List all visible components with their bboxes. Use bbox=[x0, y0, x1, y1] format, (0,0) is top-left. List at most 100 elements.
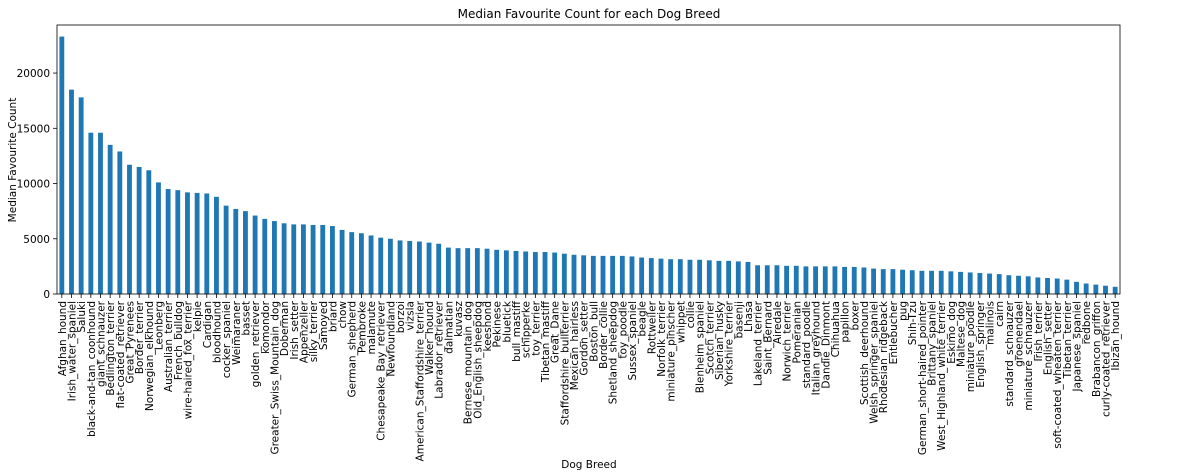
x-tick-label: bull_mastiff bbox=[511, 300, 523, 362]
x-tick-label: Chihuahua bbox=[830, 301, 842, 357]
plot-frame bbox=[56, 24, 1121, 295]
chart-title: Median Favourite Count for each Dog Bree… bbox=[458, 7, 721, 21]
x-tick-label: Rhodesian_ridgeback bbox=[878, 300, 890, 413]
x-tick-label: Australian_terrier bbox=[163, 300, 175, 392]
x-tick-label: American_Staffordshire_terrier bbox=[414, 300, 426, 461]
x-tick-label: Irish_water_spaniel bbox=[66, 301, 78, 401]
x-axis-label: Dog Breed bbox=[561, 459, 616, 471]
x-tick-label: Appenzeller bbox=[298, 300, 310, 363]
bar bbox=[107, 144, 113, 294]
x-tick-label: Gordon_setter bbox=[579, 300, 591, 375]
bar bbox=[378, 237, 384, 294]
x-tick-label: beagle bbox=[637, 301, 649, 337]
x-tick-label: Eskimo_dog bbox=[946, 301, 958, 364]
bar bbox=[842, 266, 848, 294]
x-tick-label: toy_terrier bbox=[530, 300, 542, 355]
bar bbox=[1103, 285, 1108, 294]
bar bbox=[175, 190, 181, 294]
bar bbox=[407, 240, 413, 294]
bar bbox=[619, 255, 625, 294]
bar bbox=[677, 259, 683, 294]
bar bbox=[127, 164, 132, 294]
x-tick-label: groenendael bbox=[1014, 301, 1026, 367]
x-tick-label: Afghan_hound bbox=[57, 301, 69, 376]
x-tick-label: borzoi bbox=[395, 301, 407, 333]
x-tick-label: Sussex_spaniel bbox=[627, 301, 639, 381]
bar bbox=[1083, 283, 1089, 294]
bar bbox=[194, 192, 200, 294]
bar bbox=[252, 215, 258, 294]
bar bbox=[233, 208, 239, 294]
bar bbox=[98, 132, 103, 294]
x-tick-label: German_short-haired_pointer bbox=[917, 300, 929, 455]
bar bbox=[1093, 284, 1099, 294]
bar bbox=[426, 242, 432, 294]
x-tick-label: Welsh_springer_spaniel bbox=[869, 301, 881, 424]
x-tick-label: Pekinese bbox=[492, 301, 504, 347]
x-tick-label: bluetick bbox=[501, 300, 513, 343]
bar bbox=[503, 250, 509, 294]
x-tick-label: Siberian_husky bbox=[714, 301, 726, 380]
x-tick-label: Brittany_spaniel bbox=[927, 301, 939, 386]
x-tick-label: Labrador_retriever bbox=[434, 300, 446, 398]
bar bbox=[117, 151, 123, 294]
bar bbox=[291, 224, 297, 294]
x-tick-label: kelpie bbox=[192, 301, 204, 332]
bar bbox=[358, 233, 364, 294]
bar bbox=[851, 266, 857, 294]
bar bbox=[590, 255, 596, 294]
bar bbox=[880, 269, 886, 294]
x-tick-label: Samoyed bbox=[318, 301, 330, 350]
x-tick-label: collie bbox=[685, 301, 697, 328]
bar bbox=[272, 221, 277, 294]
bar bbox=[523, 251, 529, 294]
x-tick-label: Shetland_sheepdog bbox=[608, 301, 620, 404]
x-tick-label: Mexican_hairless bbox=[569, 301, 581, 390]
bar bbox=[610, 255, 616, 294]
x-tick-label: flat-coated_retriever bbox=[115, 300, 127, 408]
x-tick-label: Pomeranian bbox=[791, 301, 803, 363]
bar bbox=[165, 189, 171, 294]
bar bbox=[69, 89, 74, 294]
x-tick-label: komondor bbox=[260, 300, 272, 354]
bar bbox=[484, 248, 490, 294]
bar bbox=[648, 258, 654, 294]
bar bbox=[803, 266, 809, 294]
bar bbox=[1112, 286, 1118, 294]
x-tick-label: whippet bbox=[675, 301, 687, 343]
bar bbox=[996, 274, 1002, 294]
bar bbox=[416, 241, 422, 294]
bar bbox=[658, 258, 664, 294]
x-tick-label: Walker_hound bbox=[424, 301, 436, 375]
bar bbox=[900, 269, 905, 294]
bar bbox=[600, 255, 606, 294]
bar bbox=[320, 224, 326, 294]
bar bbox=[1006, 275, 1012, 294]
x-tick-label: Lhasa bbox=[743, 301, 755, 332]
bar bbox=[281, 223, 287, 294]
bar bbox=[755, 265, 761, 294]
x-tick-label: standard_poodle bbox=[801, 301, 813, 388]
x-tick-label: standard_schnauzer bbox=[1004, 300, 1016, 406]
x-tick-label: malamute bbox=[366, 301, 378, 354]
x-tick-label: miniature_pinscher bbox=[666, 300, 678, 401]
bar bbox=[513, 250, 519, 294]
x-tick-label: English_setter bbox=[1043, 300, 1055, 375]
x-tick-label: miniature_poodle bbox=[965, 301, 977, 392]
x-tick-label: Greater_Swiss_Mountain_dog bbox=[269, 301, 281, 455]
bar bbox=[214, 196, 219, 294]
bar bbox=[59, 36, 65, 295]
x-tick-label: Scotch_terrier bbox=[704, 300, 716, 374]
bar bbox=[1025, 276, 1031, 294]
bar bbox=[387, 238, 393, 294]
x-tick-label: Boston_bull bbox=[588, 301, 600, 362]
x-tick-label: dalmatian bbox=[443, 301, 455, 354]
x-tick-label: Norwegian_elkhound bbox=[144, 301, 156, 411]
bar bbox=[1074, 281, 1079, 294]
y-axis-label: Median Favourite Count bbox=[7, 98, 19, 223]
bar bbox=[967, 272, 973, 294]
x-tick-label: Shih-Tzu bbox=[907, 301, 919, 345]
x-tick-label: Newfoundland bbox=[385, 301, 397, 377]
x-tick-label: Airedale bbox=[772, 301, 784, 344]
